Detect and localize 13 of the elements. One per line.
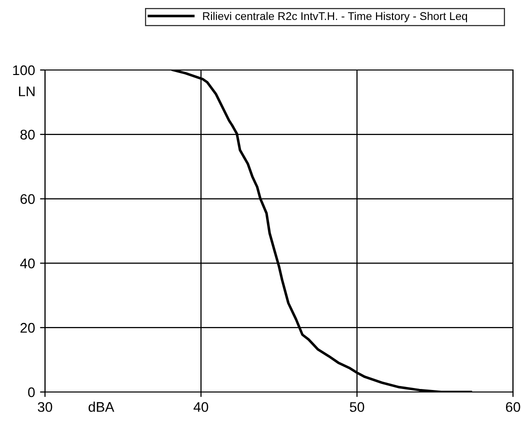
x-axis-title: dBA — [88, 402, 114, 412]
y-tick-label: 80 — [20, 130, 35, 140]
y-tick-label: 100 — [13, 65, 35, 76]
x-tick-label: 30 — [38, 402, 52, 412]
x-tick-label: 60 — [506, 402, 520, 412]
y-tick-label: 40 — [20, 258, 35, 268]
y-axis-title: LN — [19, 86, 35, 96]
y-tick-label: 0 — [28, 387, 35, 398]
x-tick-label: 50 — [350, 402, 364, 412]
y-tick-label: 60 — [20, 194, 35, 204]
x-tick-label: 40 — [194, 402, 208, 412]
y-tick-label: 20 — [20, 322, 35, 333]
legend-label: Rilievi centrale R2c IntvT.H. - Time History - Short Leq — [203, 12, 468, 22]
